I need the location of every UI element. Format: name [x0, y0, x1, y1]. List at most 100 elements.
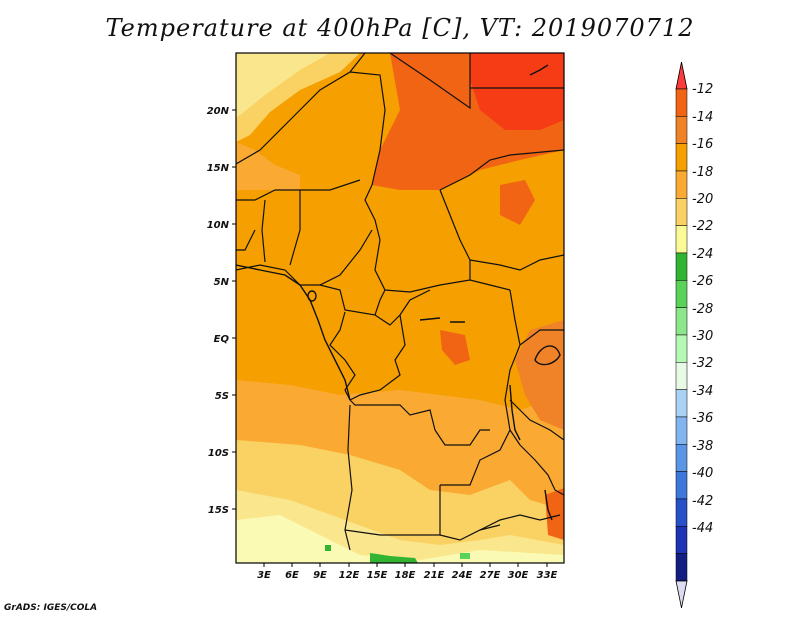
- colorbar-label: -24: [692, 247, 713, 262]
- lon-label: 3E: [257, 570, 271, 581]
- colorbar-box: [675, 252, 688, 281]
- border-libya-chad: [389, 53, 471, 110]
- lon-label: 18E: [395, 570, 416, 581]
- colorbar-label: -34: [692, 384, 713, 399]
- field-patch-congo: [440, 330, 470, 365]
- border-angola-namibia-west: [344, 404, 353, 551]
- colorbar-box: [675, 170, 688, 199]
- border-togo: [261, 199, 266, 263]
- border-ghana: [236, 229, 256, 251]
- lon-label: 33E: [537, 570, 558, 581]
- border-drc-east: [504, 289, 521, 446]
- congo-river: [419, 317, 465, 323]
- lake-tanganyika: [509, 384, 521, 441]
- colorbar-arrow-bottom: [675, 580, 688, 609]
- field-region-20: [236, 53, 330, 118]
- colorbar-label: -32: [692, 356, 713, 371]
- border-benin: [289, 190, 301, 266]
- colorbar-label: -16: [692, 137, 713, 152]
- border-malawi: [519, 444, 564, 496]
- border-niger-nigeria: [236, 179, 361, 201]
- colorbar-box: [675, 225, 688, 254]
- border-namibia-north: [344, 524, 501, 541]
- colorbar-label: -30: [692, 329, 713, 344]
- lon-label: 9E: [313, 570, 327, 581]
- grads-credit: GrADS: IGES/COLA: [4, 603, 98, 613]
- colorbar-label: -44: [692, 521, 713, 536]
- country-borders: [236, 53, 564, 551]
- lake-victoria: [534, 345, 561, 366]
- lat-label: 15S: [208, 505, 229, 516]
- border-congo-drc: [349, 314, 406, 401]
- lat-label: 5S: [215, 391, 229, 402]
- border-tanzania: [509, 399, 564, 441]
- border-niger-east: [349, 71, 386, 186]
- latitude-axis: 20N 15N 10N 5N EQ 5S 10S 15S: [207, 106, 236, 516]
- lon-label: 27E: [480, 570, 501, 581]
- lake-malawi: [544, 489, 553, 521]
- lat-label: 10N: [207, 220, 230, 231]
- border-gabon-congo: [329, 311, 356, 401]
- colorbar-box: [675, 362, 688, 390]
- colorbar-box: [675, 116, 688, 144]
- field-patch-green-small: [325, 545, 331, 551]
- colorbar-box: [675, 198, 688, 226]
- colorbar-arrow-top: [675, 61, 688, 90]
- colorbar-label: -14: [692, 110, 713, 125]
- lon-label: 30E: [508, 570, 529, 581]
- field-patch-southeast: [545, 488, 564, 540]
- lat-label: 5N: [214, 277, 230, 288]
- colorbar: [675, 61, 688, 609]
- colorbar-label: -20: [692, 192, 713, 207]
- colorbar-label: -12: [692, 82, 713, 97]
- border-south-sudan: [469, 254, 564, 271]
- colorbar-label: -40: [692, 466, 713, 481]
- bioko-island: [307, 290, 317, 302]
- field-region-south-22: [236, 515, 564, 563]
- nile-delta: [529, 64, 549, 76]
- colorbar-box: [675, 88, 688, 117]
- field-region-12: [470, 53, 564, 130]
- border-mali-algeria: [236, 53, 366, 165]
- lat-label: 10S: [208, 448, 229, 459]
- map-frame: [235, 52, 565, 564]
- colorbar-label: -38: [692, 439, 713, 454]
- map-title: Temperature at 400hPa [C], VT: 201907071…: [105, 14, 695, 42]
- colorbar-box: [675, 280, 688, 308]
- border-uganda: [519, 329, 564, 346]
- field-patch-darfur: [500, 180, 535, 225]
- border-angola-drc: [349, 399, 490, 446]
- border-zambia-drc: [440, 429, 511, 486]
- colorbar-label: -18: [692, 165, 713, 180]
- colorbar-box: [675, 471, 688, 500]
- lon-label: 15E: [367, 570, 388, 581]
- temperature-field: [236, 53, 564, 563]
- colorbar-box: [675, 334, 688, 363]
- border-chad-sudan: [439, 189, 471, 280]
- longitude-axis: 3E 6E 9E 12E 15E 18E 21E 24E 27E 30E 33E: [257, 563, 558, 581]
- lat-label: EQ: [214, 334, 230, 345]
- colorbar-box: [675, 416, 688, 445]
- coastlines: [236, 64, 561, 521]
- lon-label: 6E: [285, 570, 299, 581]
- border-sudan-north: [439, 149, 564, 191]
- colorbar-box: [675, 526, 688, 554]
- colorbar-label: -36: [692, 411, 713, 426]
- colorbar-box: [675, 389, 688, 418]
- border-zimbabwe: [479, 514, 561, 531]
- colorbar-box: [675, 307, 688, 336]
- field-patch-green: [370, 553, 418, 563]
- lon-label: 24E: [452, 570, 473, 581]
- colorbar-box: [675, 143, 688, 172]
- field-patch-green-east: [460, 553, 470, 559]
- atlantic-coast: [236, 264, 351, 401]
- lat-label: 15N: [207, 163, 230, 174]
- border-nigeria-coast: [236, 229, 373, 286]
- field-region-east-15: [515, 320, 564, 430]
- colorbar-label: -28: [692, 302, 713, 317]
- lon-label: 21E: [424, 570, 445, 581]
- colorbar-box: [675, 444, 688, 472]
- colorbar-box: [675, 498, 688, 527]
- lon-label: 12E: [339, 570, 360, 581]
